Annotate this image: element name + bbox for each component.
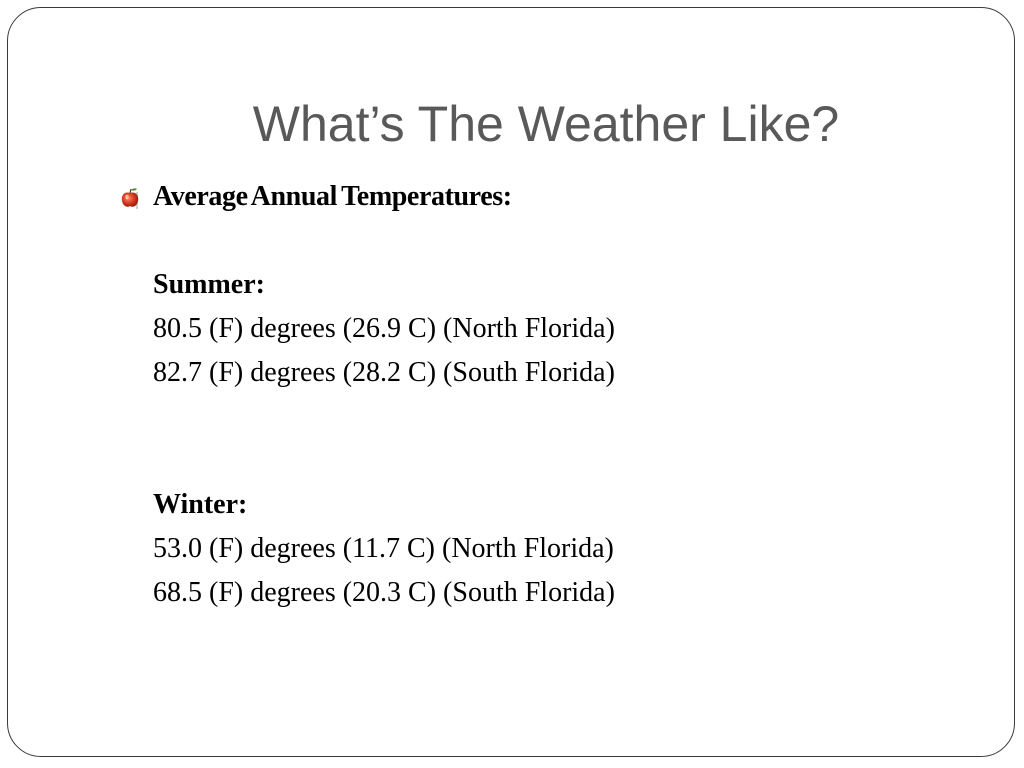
summer-south-florida: 82.7 (F) degrees (28.2 C) (South Florida…	[153, 357, 615, 388]
slide-body: Average Annual Temperatures: Summer: 80.…	[153, 175, 983, 615]
winter-south-florida: 68.5 (F) degrees (20.3 C) (South Florida…	[153, 577, 615, 608]
bullet-heading: Average Annual Temperatures:	[153, 181, 512, 212]
slide-title: What’s The Weather Like?	[252, 96, 840, 152]
summer-label: Summer:	[153, 269, 265, 300]
summer-north-florida: 80.5 (F) degrees (26.9 C) (North Florida…	[153, 313, 615, 344]
winter-north-florida: 53.0 (F) degrees (11.7 C) (North Florida…	[153, 533, 614, 564]
winter-label: Winter:	[153, 489, 248, 520]
slide: What’s The Weather Like? Average Annual …	[7, 7, 1015, 757]
blank-line	[153, 219, 983, 263]
blank-line	[153, 439, 983, 483]
apple-bullet-icon	[121, 188, 139, 209]
blank-line	[153, 395, 983, 439]
